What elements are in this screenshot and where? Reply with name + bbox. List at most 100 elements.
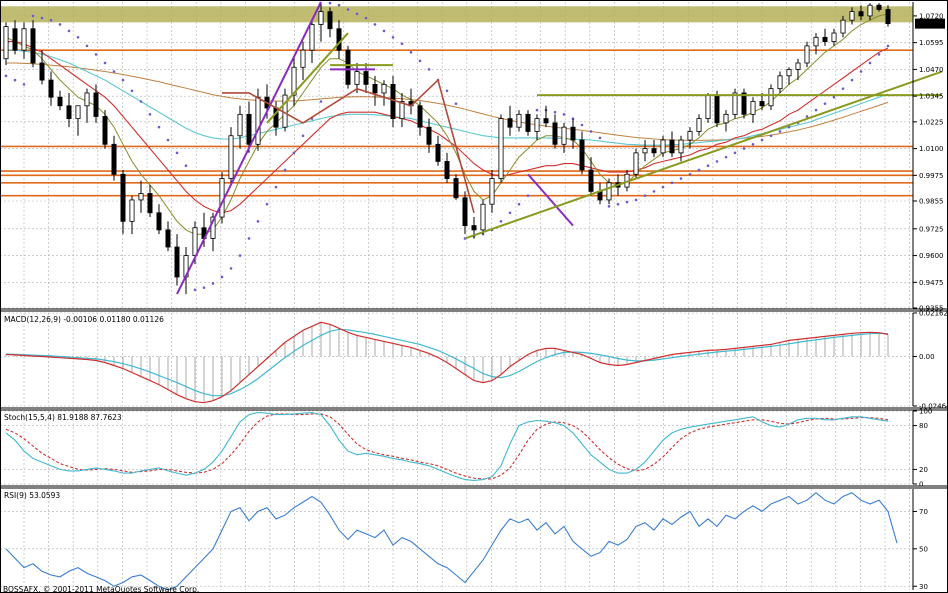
sar-dot <box>499 220 503 223</box>
sar-dot <box>346 8 350 11</box>
bear-candle <box>570 126 576 141</box>
bull-candle <box>480 203 486 231</box>
bear-candle <box>39 62 45 81</box>
sar-dot <box>652 190 656 193</box>
axis-tick-label: 0.02162 <box>919 310 948 318</box>
bull-candle <box>516 113 522 128</box>
axis-tick-label: 1.0720 <box>919 12 944 20</box>
stochastic-main-line <box>5 411 889 481</box>
bear-candle <box>147 193 153 214</box>
sar-dot <box>319 100 323 103</box>
sar-dot <box>643 194 647 197</box>
bear-candle <box>120 173 126 222</box>
sar-dot <box>625 200 629 204</box>
sar-dot <box>157 125 161 129</box>
sar-dot <box>418 59 422 63</box>
bull-candle <box>561 126 567 145</box>
bull-candle <box>129 199 135 222</box>
price-panel[interactable]: 1.0720 1.0595 1.0470 1.0345 1.0225 1.0100 0.99… <box>0 1 945 313</box>
axis-tick-label: 0.9975 <box>919 172 944 180</box>
ma-slow-line <box>6 49 889 146</box>
moving-averages <box>5 13 889 235</box>
bear-candle <box>66 105 72 120</box>
axis-tick-label: 1.0595 <box>919 39 944 47</box>
bull-candle <box>3 26 9 60</box>
sar-dot <box>742 147 746 150</box>
sar-dot <box>697 168 701 172</box>
bull-candle <box>633 152 639 175</box>
bull-candle <box>534 118 540 132</box>
sar-dot <box>868 61 872 65</box>
sar-dot <box>616 202 620 206</box>
bear-candle <box>462 197 468 227</box>
sar-dot <box>4 74 8 78</box>
sar-dot <box>13 78 17 82</box>
sar-dot <box>688 172 692 176</box>
bull-candle <box>732 92 738 115</box>
bull-candle <box>399 101 405 120</box>
bull-candle <box>381 83 387 94</box>
sar-dot <box>328 1 332 5</box>
bull-candle <box>138 193 144 201</box>
axis-tick-label: 0.9725 <box>919 225 944 233</box>
axis-tick-label: 70 <box>919 508 928 516</box>
axis-tick-label: 1.0345 <box>919 93 944 101</box>
rsi-panel[interactable]: 70 50 30 RSI(9) 53.0593 <box>0 489 928 591</box>
stochastic-signal-line <box>5 413 889 480</box>
sar-dot <box>841 87 845 90</box>
bear-candle <box>552 122 558 145</box>
current-price-box <box>915 18 945 29</box>
axis-tick-label: -0.02464 <box>919 403 948 411</box>
sar-dot <box>382 29 386 33</box>
sar-dot <box>220 275 224 279</box>
stochastic-panel[interactable]: 100 80 20 0 Stoch(15,5,4) 81.9188 87.7623 <box>0 408 932 489</box>
macd-main-line <box>5 321 889 404</box>
axis-tick-label: 80 <box>919 422 928 430</box>
bear-candle <box>93 92 99 117</box>
sar-dot <box>31 14 35 18</box>
bull-candle <box>696 118 702 132</box>
bear-candle <box>111 143 117 175</box>
bull-candle <box>867 4 873 17</box>
bear-candle <box>525 113 531 132</box>
sar-dot <box>184 164 188 167</box>
ma-mid-line <box>6 41 889 214</box>
bull-candle <box>813 36 819 47</box>
macd-label: MACD(12,26,9) -0.00106 0.01180 0.01126 <box>4 315 164 324</box>
sar-dot <box>292 151 296 155</box>
bear-candle <box>714 94 720 124</box>
bull-candle <box>795 62 801 70</box>
bear-candle <box>453 178 459 199</box>
sar-dot <box>823 102 827 105</box>
sar-dot <box>166 138 170 142</box>
sar-dot <box>535 108 539 112</box>
axis-tick-label: 0 <box>919 481 923 489</box>
bull-candle <box>75 105 81 120</box>
bull-candle <box>849 11 855 21</box>
macd-panel[interactable]: 0.02162 0.00 -0.02464 MACD(12,26,9) -0.001… <box>0 310 948 411</box>
bear-candle <box>12 28 18 51</box>
sar-dot <box>634 198 638 202</box>
sar-dot <box>715 160 719 163</box>
sar-dot <box>679 177 683 180</box>
bull-candle <box>687 131 693 141</box>
sar-dot <box>877 53 881 56</box>
bear-candle <box>426 126 432 145</box>
bull-candle <box>84 92 90 107</box>
sar-dot <box>103 61 107 65</box>
bull-candle <box>840 19 846 34</box>
bull-candle <box>489 178 495 205</box>
rsi-axis: 70 50 30 <box>912 489 928 591</box>
stochastic-axis: 100 80 20 0 <box>912 408 932 489</box>
bull-candle <box>237 113 243 137</box>
bull-candle <box>300 49 306 68</box>
sar-dot <box>805 115 809 118</box>
sar-dot <box>589 130 593 133</box>
sar-dot <box>364 16 368 20</box>
bear-candle <box>759 101 765 107</box>
stochastic-label: Stoch(15,5,4) 81.9188 87.7623 <box>4 413 122 422</box>
bear-candle <box>102 116 108 145</box>
axis-tick-label: 20 <box>919 466 928 474</box>
sar-dot <box>112 70 116 73</box>
